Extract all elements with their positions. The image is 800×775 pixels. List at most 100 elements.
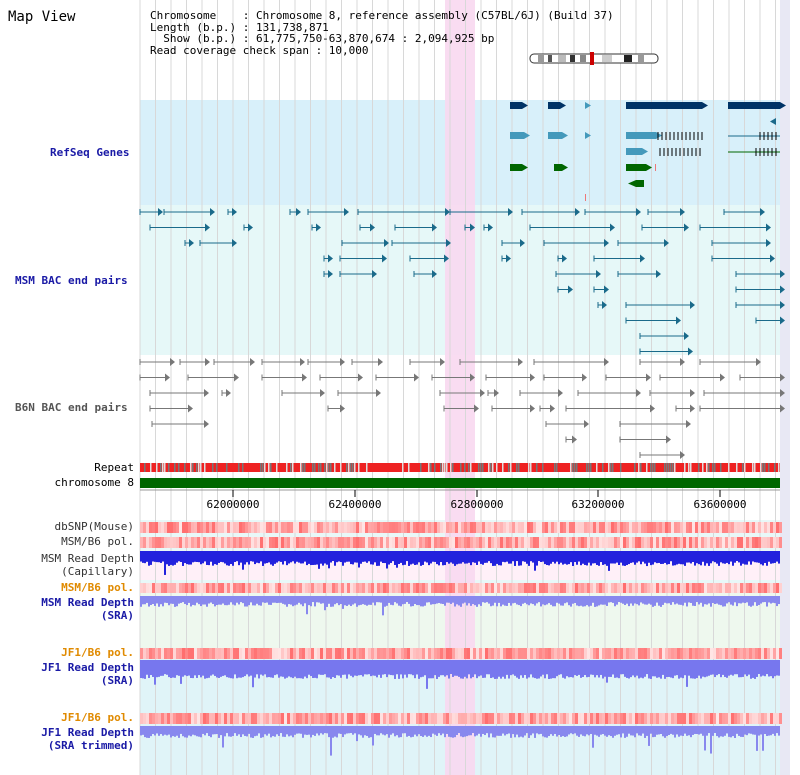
repeat-element (634, 463, 636, 472)
jf1-sra-depth-bar (252, 660, 254, 688)
jf1-sra-depth-bar (686, 660, 688, 687)
msm-cap-depth-bar (188, 551, 190, 565)
msm-b6-pol2-cell (377, 583, 380, 593)
msm-b6-pol-label-2[interactable]: MSM/B6 pol. (61, 581, 134, 594)
chromosome-track-label[interactable]: chromosome 8 (54, 476, 134, 489)
msm-sra-depth-bar (244, 596, 246, 607)
dbsnp-cell (179, 522, 182, 533)
msm-b6-pol-cell (179, 537, 182, 548)
dbsnp-cell (155, 522, 158, 533)
msm-bac-end-arrow (316, 223, 321, 232)
dbsnp-track-label[interactable]: dbSNP(Mouse) (54, 520, 134, 533)
jf1-sra-depth-bar (388, 660, 390, 675)
msm-b6-pol-cell (491, 537, 494, 548)
jf1-trim-depth-bar (558, 726, 560, 736)
jf1-sra-depth-bar (558, 660, 560, 675)
jf1-b6-pol2-cell (464, 713, 467, 724)
msm-bac-pairs-track (139, 208, 785, 356)
gene-3 (585, 102, 591, 109)
gene-7-arrow (524, 132, 530, 139)
gene-8-arrow (562, 132, 568, 139)
gene-10 (626, 132, 656, 139)
jf1-sra-depth-bar (476, 660, 478, 679)
dbsnp-cell (683, 522, 686, 533)
msm-cap-depth-bar (200, 551, 202, 565)
jf1-b6-pol-label-2[interactable]: JF1/B6 pol. (61, 711, 134, 724)
msm-bac-end-arrow (370, 223, 375, 232)
msm-b6-pol-cell (533, 537, 536, 548)
jf1-b6-pol2-cell (422, 713, 425, 724)
msm-sra-depth-bar (422, 596, 424, 607)
repeat-element (262, 463, 264, 472)
msm-cap-depth-bar (726, 551, 728, 563)
msm-b6-pol-cell (593, 537, 596, 548)
msm-cap-depth-bar (148, 551, 150, 566)
jf1-sra-depth-bar (192, 660, 194, 679)
jf1-trim-depth-bar (496, 726, 498, 736)
msm-bac-track-label[interactable]: MSM BAC end pairs (15, 274, 128, 287)
msm-b6-pol-label-1[interactable]: MSM/B6 pol. (61, 535, 134, 548)
msm-b6-pol2-cell (167, 583, 170, 593)
dbsnp-cell (206, 522, 209, 533)
jf1-b6-pol2-cell (494, 713, 497, 724)
jf1-trim-depth-bar (672, 726, 674, 735)
msm-b6-pol2-cell (719, 583, 722, 593)
msm-sra-depth-bar (558, 596, 560, 604)
msm-cap-depth-bar (474, 551, 476, 563)
jf1-trim-depth-bar (212, 726, 214, 735)
msm-cap-depth-bar (290, 551, 292, 563)
msm-b6-pol2-cell (641, 583, 644, 593)
jf1-read-depth-trim-label[interactable]: JF1 Read Depth (41, 726, 134, 739)
msm-b6-pol2-cell (296, 583, 299, 593)
jf1-read-depth-sra-label[interactable]: JF1 Read Depth (41, 661, 134, 674)
dbsnp-cell (353, 522, 356, 533)
msm-sra-depth-bar (640, 596, 642, 603)
gene-18 (636, 180, 644, 187)
b6n-bac-track-label[interactable]: B6N BAC end pairs (15, 401, 128, 414)
jf1-b6-pol2-cell (740, 713, 743, 724)
jf1-sra-depth-bar (602, 660, 604, 679)
jf1-b6-pol2-cell (398, 713, 401, 724)
msm-sra-depth-bar (632, 596, 634, 606)
jf1-b6-pol2-cell (431, 713, 434, 724)
dbsnp-cell (197, 522, 200, 533)
jf1-trim-depth-bar (350, 726, 352, 734)
jf1-sra-depth-bar (648, 660, 650, 679)
repeat-track-label[interactable]: Repeat (94, 461, 134, 474)
jf1-sra-depth-bar (256, 660, 258, 675)
msm-b6-pol-cell (509, 537, 512, 548)
msm-b6-pol2-cell (548, 583, 551, 593)
msm-bac-end-arrow (640, 254, 645, 263)
msm-b6-pol2-cell (557, 583, 560, 593)
jf1-b6-pol-cell (647, 648, 650, 659)
dbsnp-cell (728, 522, 731, 533)
msm-read-depth-sra-label[interactable]: MSM Read Depth (41, 596, 134, 609)
msm-b6-pol2-cell (560, 583, 563, 593)
msm-b6-pol-cell (185, 537, 188, 548)
dbsnp-cell (374, 522, 377, 533)
jf1-b6-pol2-cell (389, 713, 392, 724)
jf1-trim-depth-bar (458, 726, 460, 734)
msm-bac-end-arrow (604, 239, 609, 247)
msm-b6-pol-cell (281, 537, 284, 548)
msm-sra-depth-bar (364, 596, 366, 605)
jf1-sra-depth-bar (416, 660, 418, 675)
jf1-sra-depth-bar (288, 660, 290, 677)
msm-read-depth-cap-label[interactable]: MSM Read Depth (41, 552, 134, 565)
jf1-trim-depth-bar (450, 726, 452, 738)
refseq-track-label[interactable]: RefSeq Genes (50, 146, 130, 159)
chromosome-ideogram[interactable] (528, 52, 663, 66)
jf1-sra-depth-bar (606, 660, 608, 683)
jf1-trim-depth-bar (334, 726, 336, 737)
dbsnp-cell (746, 522, 749, 533)
jf1-b6-pol-label-1[interactable]: JF1/B6 pol. (61, 646, 134, 659)
msm-cap-depth-bar (140, 551, 142, 562)
msm-b6-pol-cell (758, 537, 761, 548)
jf1-b6-pol-cell (461, 648, 464, 659)
msm-b6-pol2-cell (428, 583, 431, 593)
msm-cap-depth-bar (766, 551, 768, 566)
msm-cap-depth-bar (400, 551, 402, 563)
jf1-b6-pol-cell (269, 648, 272, 659)
msm-sra-depth-bar (584, 596, 586, 607)
